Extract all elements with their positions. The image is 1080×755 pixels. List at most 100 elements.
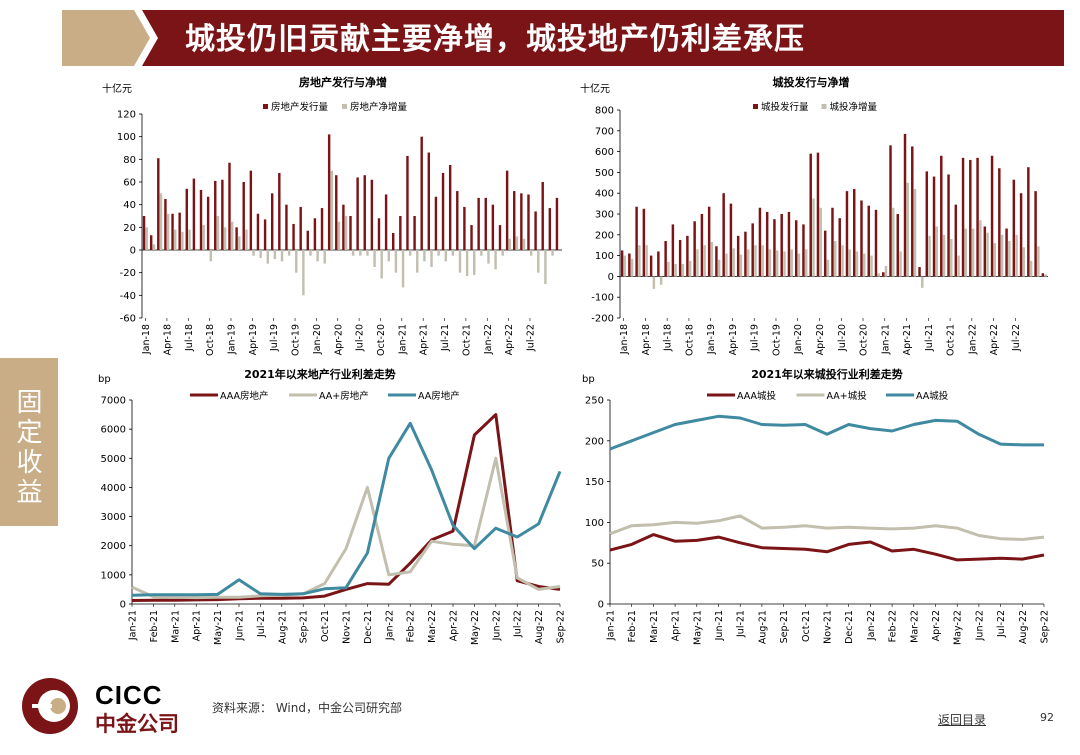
bar [853, 189, 856, 277]
bar [541, 182, 544, 250]
x-tick-label: Apr-22 [989, 324, 1000, 355]
bar [494, 250, 497, 270]
x-tick-label: Jun-21 [714, 610, 725, 641]
bar [520, 193, 523, 250]
bar [387, 250, 391, 262]
y-tick-label: 20 [123, 223, 136, 234]
y-tick-label: 250 [585, 396, 604, 407]
bar [337, 221, 341, 250]
bar [292, 223, 295, 250]
bar [957, 255, 960, 277]
y-axis-unit: bp [98, 374, 111, 385]
bar [1015, 234, 1018, 277]
bar [896, 214, 899, 277]
bar [487, 250, 490, 264]
bar [416, 250, 419, 273]
x-tick-label: Jul-18 [663, 324, 674, 352]
x-tick-label: Sep-21 [299, 610, 310, 643]
bar [427, 152, 431, 250]
y-tick-label: 800 [595, 106, 614, 117]
bar [642, 208, 646, 277]
bar [1019, 193, 1023, 277]
bar [710, 242, 714, 277]
bar [744, 231, 747, 277]
chart-title: 2021年以来地产行业利差走势 [244, 367, 396, 381]
bar [423, 250, 426, 262]
bar [940, 155, 943, 277]
bar [480, 250, 483, 256]
x-tick-label: Jan-18 [141, 324, 152, 355]
bar [674, 263, 677, 277]
x-tick-label: Apr-20 [333, 324, 344, 355]
bar [870, 255, 873, 277]
y-tick-label: 3000 [101, 512, 126, 523]
bar [406, 155, 409, 250]
bar [320, 208, 324, 250]
y-tick-label: 80 [123, 155, 136, 166]
cicc-logo [22, 678, 78, 734]
x-tick-label: Sep-22 [556, 610, 567, 643]
bar [863, 253, 866, 277]
bar [181, 231, 184, 250]
y-tick-label: 200 [595, 230, 614, 241]
bar [470, 225, 473, 250]
bar [465, 250, 469, 277]
bar [932, 176, 936, 277]
bar [384, 194, 388, 250]
bar [166, 213, 170, 250]
x-tick-label: Jan-21 [606, 610, 617, 641]
series-line [131, 456, 561, 600]
y-tick-label: 120 [117, 110, 136, 121]
bar [444, 250, 447, 262]
y-tick-label: 150 [585, 477, 604, 488]
bar [775, 250, 779, 277]
bar [686, 235, 689, 277]
bar [1037, 246, 1040, 277]
bar [899, 251, 902, 277]
bar [263, 219, 267, 250]
bar [761, 245, 764, 277]
y-tick-label: 100 [595, 251, 614, 262]
bar [667, 261, 670, 277]
bar [877, 273, 880, 277]
x-tick-label: Oct-18 [684, 324, 695, 356]
x-tick-label: Jul-19 [750, 324, 761, 352]
bar [366, 250, 369, 256]
legend-label: AAA房地产 [220, 390, 269, 402]
bar [993, 243, 997, 277]
bar [911, 146, 914, 277]
bar [913, 189, 917, 277]
y-tick-label: 5000 [101, 454, 126, 465]
bar [816, 152, 820, 277]
bar [463, 206, 466, 250]
bar [935, 226, 939, 277]
bar [751, 223, 754, 277]
x-tick-label: Oct-19 [771, 324, 782, 356]
x-tick-label: Jan-21 [128, 610, 139, 641]
bar [823, 230, 827, 277]
y-tick-label: 6000 [101, 425, 126, 436]
bar [544, 250, 547, 284]
bar [316, 250, 319, 262]
x-tick-label: Aug-21 [757, 610, 768, 644]
bar [534, 211, 537, 250]
bar [352, 250, 355, 256]
bar [892, 207, 895, 277]
y-tick-label: 0 [598, 600, 604, 611]
bar [736, 235, 740, 277]
x-tick-label: Feb-21 [627, 610, 638, 642]
bar [906, 182, 910, 277]
series-line [131, 421, 562, 597]
bar [235, 227, 238, 250]
back-to-contents-link[interactable]: 返回目录 [938, 713, 987, 727]
bar [408, 250, 412, 256]
bar [185, 188, 188, 250]
bar [188, 229, 191, 250]
y-tick-label: 400 [595, 189, 614, 200]
bar [270, 193, 274, 250]
bar [323, 250, 326, 264]
x-tick-label: Sep-21 [779, 610, 790, 643]
bar [313, 218, 317, 250]
